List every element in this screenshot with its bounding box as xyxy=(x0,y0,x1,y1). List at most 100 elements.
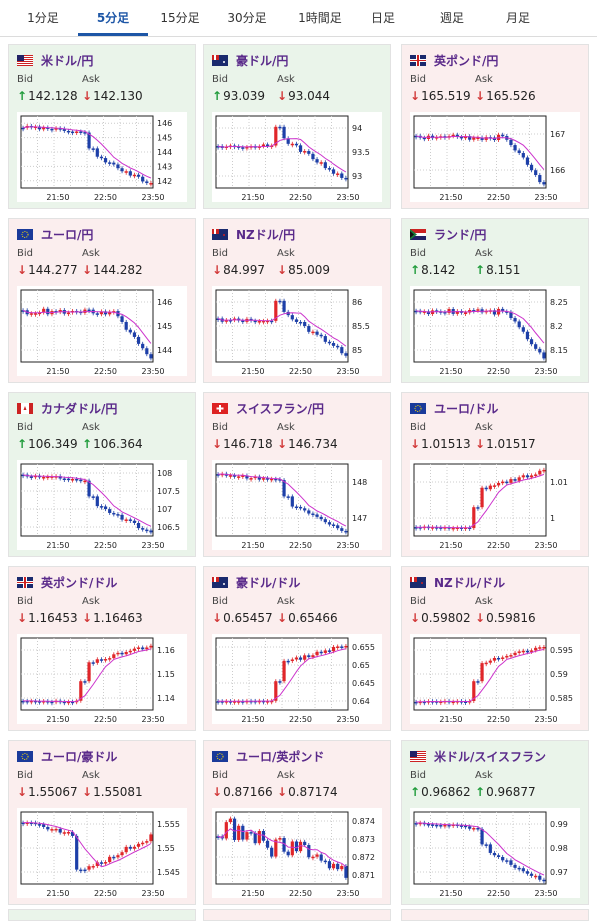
arrow-down-icon: ↓ xyxy=(212,611,223,625)
bid-value: ↓84.997 xyxy=(212,263,266,277)
candle xyxy=(336,863,340,870)
arrow-up-icon: ↑ xyxy=(410,785,421,799)
price-chart[interactable]: 0.99 0.98 0.97 21:50 22:50 23:50 xyxy=(410,808,580,898)
candle xyxy=(274,478,278,481)
candle xyxy=(414,823,418,825)
tab-1[interactable]: 5分足 xyxy=(78,0,148,36)
rate-card[interactable]: NZドル/ドル Bid Ask ↓0.59802 ↓0.59816 0.595 0… xyxy=(401,566,589,731)
pair-name[interactable]: ユーロ/英ポンド xyxy=(236,749,325,764)
tab-0[interactable]: 1分足 xyxy=(27,11,59,25)
pair-name[interactable]: カナダドル/円 xyxy=(41,401,118,416)
x-tick-label: 23:50 xyxy=(534,367,557,376)
candle xyxy=(492,310,497,315)
candle xyxy=(91,148,95,150)
bid-value: ↓0.87166 xyxy=(212,785,273,799)
candle xyxy=(278,126,282,129)
pair-name[interactable]: 英ポンド/ドル xyxy=(41,575,118,590)
pair-name[interactable]: NZドル/ドル xyxy=(434,575,506,590)
price-chart[interactable]: 94 93.5 93 21:50 22:50 23:50 xyxy=(212,112,382,202)
price-chart[interactable]: 108 107.5 107 106.5 21:50 22:50 23:50 xyxy=(17,460,187,550)
rate-card[interactable]: ユーロ/ドル Bid Ask ↓1.01513 ↓1.01517 1.01 1 21… xyxy=(401,392,589,557)
price-chart[interactable]: 167 166 21:50 22:50 23:50 xyxy=(410,112,580,202)
candle xyxy=(336,525,340,529)
pair-name[interactable]: ユーロ/円 xyxy=(41,227,94,242)
pair-name[interactable]: ユーロ/豪ドル xyxy=(41,749,118,764)
candle xyxy=(108,658,112,660)
price-chart[interactable]: 148 147 21:50 22:50 23:50 xyxy=(212,460,382,550)
price-chart[interactable]: 86 85.5 85 21:50 22:50 23:50 xyxy=(212,286,382,376)
candle xyxy=(525,650,530,653)
pair-name[interactable]: 米ドル/円 xyxy=(41,53,94,68)
bid-label: Bid xyxy=(212,74,228,85)
rate-card[interactable]: 米ドル/スイスフラン Bid Ask ↑0.96862 ↑0.96877 0.9… xyxy=(401,740,589,905)
pair-name[interactable]: 英ポンド/円 xyxy=(434,53,499,68)
x-tick-label: 23:50 xyxy=(141,193,164,202)
pair-name[interactable]: 豪ドル/ドル xyxy=(236,575,301,590)
price-chart[interactable]: 0.874 0.873 0.872 0.871 21:50 22:50 23:50 xyxy=(212,808,382,898)
candle xyxy=(422,701,426,704)
rate-card[interactable]: ランド/円 Bid Ask ↑8.142 ↑8.151 8.25 8.2 8.15 2… xyxy=(401,218,589,383)
pair-name[interactable]: 米ドル/スイスフラン xyxy=(434,749,547,764)
rate-card[interactable]: 米ドル/円 Bid Ask ↑142.128 ↓142.130 146 145 14… xyxy=(8,44,196,209)
tab-3[interactable]: 30分足 xyxy=(227,11,267,25)
tab-2[interactable]: 15分足 xyxy=(160,11,200,25)
candle xyxy=(42,127,46,130)
candle xyxy=(87,132,91,149)
candle xyxy=(112,512,116,515)
rate-card[interactable]: 英ポンド/ドル Bid Ask ↓1.16453 ↓1.16463 1.16 1.… xyxy=(8,566,196,731)
tab-5[interactable]: 日足 xyxy=(370,11,395,25)
candle xyxy=(480,663,484,682)
tab-4[interactable]: 1時間足 xyxy=(298,11,342,25)
candle xyxy=(414,135,418,138)
candle xyxy=(21,127,25,130)
price-chart[interactable]: 0.655 0.65 0.645 0.64 21:50 22:50 23:50 xyxy=(212,634,382,724)
y-tick-label: 167 xyxy=(550,130,565,139)
pair-name[interactable]: スイスフラン/円 xyxy=(236,401,325,416)
ask-value: ↑8.151 xyxy=(475,263,521,277)
rate-card[interactable]: 豪ドル/ドル Bid Ask ↓0.65457 ↓0.65466 0.655 0.… xyxy=(203,566,391,731)
pair-name[interactable]: NZドル/円 xyxy=(236,227,296,242)
price-chart[interactable]: 146 145 144 143 142 21:50 22:50 23:50 xyxy=(17,112,187,202)
tab-6[interactable]: 週足 xyxy=(439,11,464,25)
candle xyxy=(418,701,422,704)
price-chart[interactable]: 146 145 144 21:50 22:50 23:50 xyxy=(17,286,187,376)
rate-card[interactable]: 英ポンド/円 Bid Ask ↓165.519 ↓165.526 167 166 2… xyxy=(401,44,589,209)
rate-card[interactable]: ユーロ/英ポンド Bid Ask ↓0.87166 ↓0.87174 0.874… xyxy=(203,740,391,905)
eu-flag-icon xyxy=(17,228,33,240)
candle xyxy=(315,514,319,517)
price-chart[interactable]: 1.555 1.55 1.545 21:50 22:50 23:50 xyxy=(17,808,187,898)
price-chart[interactable]: 0.595 0.59 0.585 21:50 22:50 23:50 xyxy=(410,634,580,724)
rate-card[interactable]: ユーロ/豪ドル Bid Ask ↓1.55067 ↓1.55081 1.555 1… xyxy=(8,740,196,905)
candle xyxy=(459,136,464,139)
candle xyxy=(274,300,278,321)
pair-header: 豪ドル/ドル xyxy=(212,573,300,591)
price-chart[interactable]: 1.01 1 21:50 22:50 23:50 xyxy=(410,460,580,550)
bid-value: ↑0.96862 xyxy=(410,785,471,799)
price-chart[interactable]: 8.25 8.2 8.15 21:50 22:50 23:50 xyxy=(410,286,580,376)
candle xyxy=(459,825,464,827)
candle xyxy=(83,132,87,134)
rate-card[interactable]: NZドル/円 Bid Ask ↓84.997 ↓85.009 86 85.5 85 2… xyxy=(203,218,391,383)
candle xyxy=(132,332,137,337)
pair-name[interactable]: 豪ドル/円 xyxy=(236,53,289,68)
candle xyxy=(327,341,332,344)
moving-average-line xyxy=(218,473,347,527)
ask-label: Ask xyxy=(277,248,295,259)
candle xyxy=(95,659,99,663)
candle xyxy=(509,479,513,483)
rate-card[interactable]: スイスフラン/円 Bid Ask ↓146.718 ↓146.734 148 14… xyxy=(203,392,391,557)
candle xyxy=(336,646,340,648)
rate-card[interactable]: カナダドル/円 Bid Ask ↑106.349 ↑106.364 108 107… xyxy=(8,392,196,557)
candle xyxy=(315,651,319,656)
tab-7[interactable]: 月足 xyxy=(505,11,530,25)
candle xyxy=(136,336,141,344)
rate-card[interactable]: 豪ドル/円 Bid Ask ↑93.039 ↓93.044 94 93.5 93 21… xyxy=(203,44,391,209)
candle xyxy=(116,652,120,655)
ca-flag-icon xyxy=(17,402,33,414)
pair-name[interactable]: ランド/円 xyxy=(434,227,487,242)
rate-card[interactable]: ユーロ/円 Bid Ask ↓144.277 ↓144.282 146 145 14… xyxy=(8,218,196,383)
candle xyxy=(103,659,108,661)
pair-name[interactable]: ユーロ/ドル xyxy=(434,401,499,416)
candle xyxy=(132,648,137,651)
price-chart[interactable]: 1.16 1.15 1.14 21:50 22:50 23:50 xyxy=(17,634,187,724)
